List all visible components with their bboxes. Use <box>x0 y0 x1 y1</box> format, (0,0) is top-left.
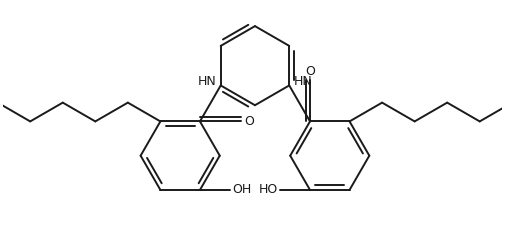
Text: HN: HN <box>197 75 216 88</box>
Text: O: O <box>244 115 255 128</box>
Text: OH: OH <box>232 184 251 196</box>
Text: HN: HN <box>294 75 313 88</box>
Text: HO: HO <box>259 184 278 196</box>
Text: O: O <box>305 66 315 78</box>
